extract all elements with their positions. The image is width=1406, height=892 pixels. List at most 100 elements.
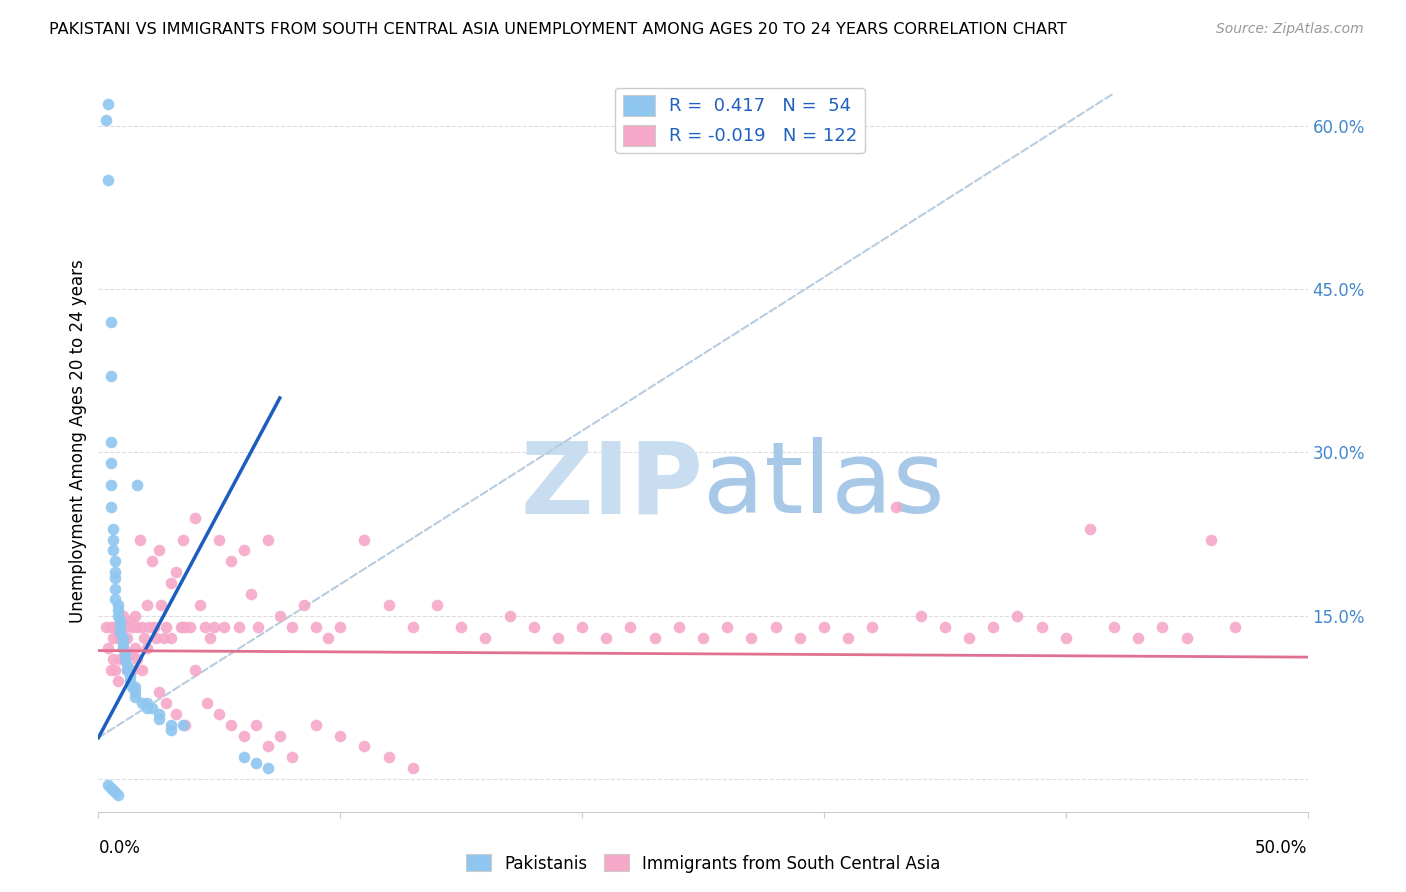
Point <box>131 696 153 710</box>
Point <box>184 663 207 677</box>
Point <box>160 576 183 591</box>
Point <box>100 456 122 470</box>
Point <box>100 619 122 633</box>
Point <box>135 641 157 656</box>
Point <box>127 478 149 492</box>
Point <box>155 619 177 633</box>
Point <box>172 717 194 731</box>
Point <box>108 614 131 628</box>
Point <box>245 756 267 770</box>
Point <box>165 565 187 579</box>
Point <box>329 729 352 743</box>
Point <box>134 631 156 645</box>
Point <box>155 696 177 710</box>
Point <box>256 761 278 775</box>
Point <box>1152 619 1174 633</box>
Point <box>957 631 980 645</box>
Point <box>117 663 139 677</box>
Point <box>104 554 127 568</box>
Legend: R =  0.417   N =  54, R = -0.019   N = 122: R = 0.417 N = 54, R = -0.019 N = 122 <box>616 87 865 153</box>
Point <box>107 598 129 612</box>
Point <box>104 619 127 633</box>
Point <box>245 717 267 731</box>
Point <box>1128 631 1150 645</box>
Point <box>1031 619 1053 633</box>
Point <box>117 657 139 672</box>
Point <box>114 647 136 661</box>
Point <box>692 631 714 645</box>
Point <box>981 619 1004 633</box>
Point <box>121 680 143 694</box>
Point <box>765 619 787 633</box>
Point <box>172 619 194 633</box>
Point <box>104 582 127 596</box>
Point <box>221 554 243 568</box>
Point <box>111 641 134 656</box>
Point <box>104 592 127 607</box>
Point <box>148 685 170 699</box>
Point <box>141 554 163 568</box>
Point <box>145 631 167 645</box>
Point <box>377 598 399 612</box>
Point <box>124 685 146 699</box>
Point <box>523 619 546 633</box>
Point <box>121 663 143 677</box>
Point <box>316 631 339 645</box>
Point <box>148 543 170 558</box>
Point <box>305 619 328 633</box>
Point <box>117 663 139 677</box>
Point <box>204 619 226 633</box>
Point <box>104 565 127 579</box>
Point <box>232 750 254 764</box>
Point <box>172 533 194 547</box>
Point <box>152 631 174 645</box>
Point <box>100 500 122 514</box>
Point <box>114 652 136 666</box>
Text: 50.0%: 50.0% <box>1256 839 1308 857</box>
Text: PAKISTANI VS IMMIGRANTS FROM SOUTH CENTRAL ASIA UNEMPLOYMENT AMONG AGES 20 TO 24: PAKISTANI VS IMMIGRANTS FROM SOUTH CENTR… <box>49 22 1067 37</box>
Point <box>107 631 129 645</box>
Point <box>165 706 187 721</box>
Point <box>1199 533 1222 547</box>
Point <box>239 587 262 601</box>
Point <box>150 598 173 612</box>
Point <box>1007 608 1029 623</box>
Point <box>194 619 217 633</box>
Point <box>127 652 149 666</box>
Point <box>121 619 143 633</box>
Point <box>934 619 956 633</box>
Legend: Pakistanis, Immigrants from South Central Asia: Pakistanis, Immigrants from South Centra… <box>458 847 948 880</box>
Point <box>97 777 120 791</box>
Point <box>107 603 129 617</box>
Point <box>450 619 472 633</box>
Point <box>108 625 131 640</box>
Point <box>108 619 131 633</box>
Point <box>571 619 593 633</box>
Point <box>353 739 375 754</box>
Point <box>108 619 131 633</box>
Point <box>138 619 160 633</box>
Point <box>100 315 122 329</box>
Point <box>111 636 134 650</box>
Point <box>135 598 157 612</box>
Point <box>179 619 201 633</box>
Point <box>232 729 254 743</box>
Point <box>329 619 352 633</box>
Point <box>107 608 129 623</box>
Point <box>619 619 641 633</box>
Point <box>208 533 231 547</box>
Point <box>111 608 134 623</box>
Point <box>135 701 157 715</box>
Point <box>402 619 425 633</box>
Point <box>107 674 129 689</box>
Point <box>100 434 122 449</box>
Point <box>100 780 122 795</box>
Point <box>269 608 291 623</box>
Point <box>160 723 183 737</box>
Point <box>124 690 146 705</box>
Point <box>1175 631 1198 645</box>
Point <box>426 598 449 612</box>
Point <box>305 717 328 731</box>
Point <box>198 631 221 645</box>
Point <box>118 674 141 689</box>
